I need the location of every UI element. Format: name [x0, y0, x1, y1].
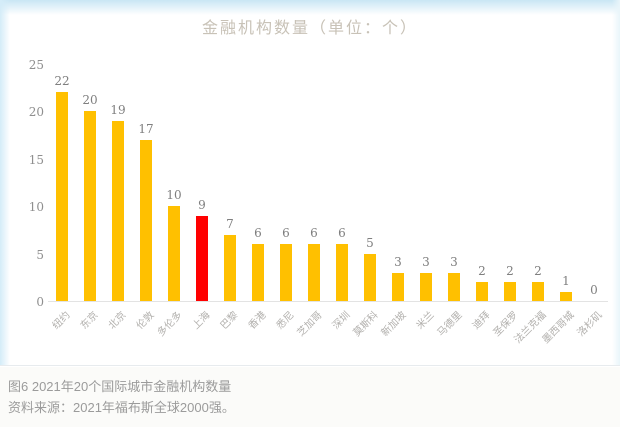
bar — [448, 272, 460, 301]
bar-column: 2 迪拜 — [468, 65, 496, 332]
bar-value-label: 3 — [394, 254, 402, 269]
bar-value-label: 22 — [54, 74, 70, 89]
bar-column: 6 芝加哥 — [296, 65, 328, 339]
slide-right-gradient — [612, 0, 620, 365]
bar-column: 3 新加坡 — [380, 65, 412, 339]
bar — [364, 253, 376, 301]
bar-value-label: 6 — [310, 226, 318, 241]
y-tick-label: 10 — [28, 200, 44, 215]
bar-column: 17 伦敦 — [132, 65, 160, 332]
bar-column: 6 悉尼 — [272, 65, 300, 332]
bar — [224, 234, 236, 301]
bar-columns: 22 纽约 20 东京 19 北京 17 伦敦 10 多伦多 9 上海 7 巴黎 6 香港 6 悉尼 6 芝加哥 6 深圳… — [48, 65, 608, 346]
bar-value-label: 6 — [254, 226, 262, 241]
bar-column: 5 莫斯科 — [352, 65, 384, 339]
y-tick-label: 5 — [36, 247, 44, 262]
bar-value-label: 9 — [198, 197, 206, 212]
slide-top-gradient — [0, 0, 620, 15]
bar — [532, 282, 544, 301]
bar-value-label: 1 — [562, 273, 570, 288]
slide-left-gradient — [0, 0, 10, 365]
bar-value-label: 6 — [338, 226, 346, 241]
bar-column: 0 洛杉矶 — [576, 65, 608, 339]
category-label: 洛杉矶 — [575, 309, 605, 339]
bar — [336, 244, 348, 301]
plot-area: 22 纽约 20 东京 19 北京 17 伦敦 10 多伦多 9 上海 7 巴黎 6 香港 6 悉尼 6 芝加哥 6 深圳… — [48, 65, 608, 346]
bar — [140, 139, 152, 301]
category-label: 香港 — [246, 309, 269, 332]
category-label: 纽约 — [50, 309, 73, 332]
y-tick-label: 0 — [36, 295, 44, 309]
figure-caption: 图6 2021年20个国际城市金融机构数量 — [8, 379, 232, 394]
bar-value-label: 17 — [138, 121, 154, 136]
bar — [560, 291, 572, 301]
bar-column: 19 北京 — [104, 65, 132, 332]
bar — [308, 244, 320, 301]
bar — [420, 272, 432, 301]
bar-column: 7 巴黎 — [216, 65, 244, 332]
bar-column: 22 纽约 — [48, 65, 76, 331]
bar-column: 2 圣保罗 — [492, 65, 524, 339]
category-label: 马德里 — [435, 309, 465, 339]
bar-column: 6 香港 — [244, 65, 272, 332]
chart-title: 金融机构数量（单位：个） — [201, 18, 418, 37]
bar-value-label: 19 — [110, 102, 126, 117]
bar-value-label: 20 — [82, 93, 98, 108]
bar-column: 2 法兰克福 — [513, 65, 552, 346]
category-label: 多伦多 — [155, 309, 185, 339]
bar-value-label: 10 — [166, 188, 182, 203]
bar — [280, 244, 292, 301]
category-label: 莫斯科 — [351, 309, 381, 339]
bar-column: 9 上海 — [188, 65, 216, 332]
category-label: 巴黎 — [218, 309, 241, 332]
y-tick-label: 20 — [28, 105, 44, 120]
y-axis: 0 5 10 15 20 25 — [8, 58, 44, 309]
bar-column: 1 墨西哥城 — [541, 65, 580, 346]
bar — [252, 244, 264, 301]
bar — [56, 92, 68, 301]
chart-slide: 金融机构数量（单位：个） 0 5 10 15 20 25 22 纽约 20 东京 19 北京 17 伦敦… — [0, 0, 620, 366]
caption-area: 图6 2021年20个国际城市金融机构数量 资料来源：2021年福布斯全球200… — [0, 367, 620, 427]
bar — [168, 206, 180, 301]
bar — [84, 111, 96, 301]
bar-column: 6 深圳 — [328, 65, 356, 332]
bar — [392, 272, 404, 301]
y-tick-label: 15 — [28, 152, 44, 167]
source-caption: 资料来源：2021年福布斯全球2000强。 — [8, 400, 235, 415]
category-label: 芝加哥 — [295, 309, 325, 339]
bar — [112, 120, 124, 301]
bar-value-label: 6 — [282, 226, 290, 241]
bar-value-label: 3 — [450, 254, 458, 269]
bar-value-label: 5 — [366, 235, 374, 250]
bar-value-label: 7 — [226, 216, 234, 231]
category-label: 北京 — [106, 309, 129, 332]
category-label: 东京 — [78, 309, 101, 332]
bar-column: 3 马德里 — [436, 65, 468, 339]
bar-value-label: 2 — [506, 264, 514, 279]
bar-column: 3 米兰 — [412, 65, 440, 332]
bar-value-label: 3 — [422, 254, 430, 269]
category-label: 上海 — [190, 309, 213, 332]
bar-value-label: 2 — [534, 264, 542, 279]
bar-value-label: 0 — [590, 283, 598, 297]
bar-value-label: 2 — [478, 264, 486, 279]
bar-column: 10 多伦多 — [156, 65, 188, 339]
bar — [476, 282, 488, 301]
y-tick-label: 25 — [28, 58, 44, 72]
category-label: 新加坡 — [379, 309, 409, 339]
bar-column: 20 东京 — [76, 65, 104, 331]
bar-highlight — [196, 215, 208, 301]
bar — [504, 282, 516, 301]
